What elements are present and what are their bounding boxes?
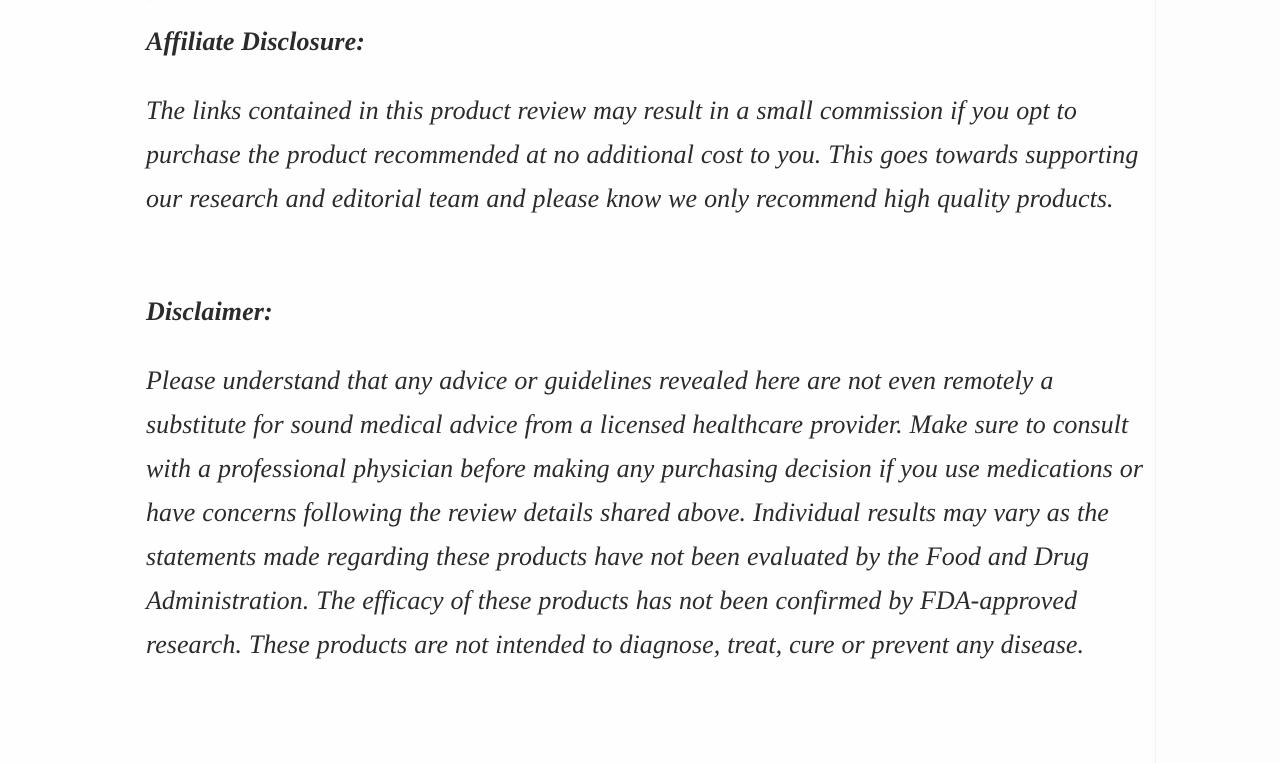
disclaimer-section-heading-block: Disclaimer: [146,290,1150,334]
disclaimer-section-body-block: Please understand that any advice or gui… [146,359,1156,667]
affiliate-disclosure-section-heading-block: Affiliate Disclosure: [146,20,1150,64]
right-gutter [1156,0,1280,763]
affiliate-disclosure-section-body-block: The links contained in this product revi… [146,89,1150,221]
affiliate-disclosure-paragraph: The links contained in this product revi… [146,96,1139,213]
disclaimer-heading: Disclaimer: [146,297,273,326]
article-content-column [0,0,1156,763]
disclaimer-paragraph: Please understand that any advice or gui… [146,366,1144,659]
affiliate-disclosure-heading: Affiliate Disclosure: [146,27,365,56]
